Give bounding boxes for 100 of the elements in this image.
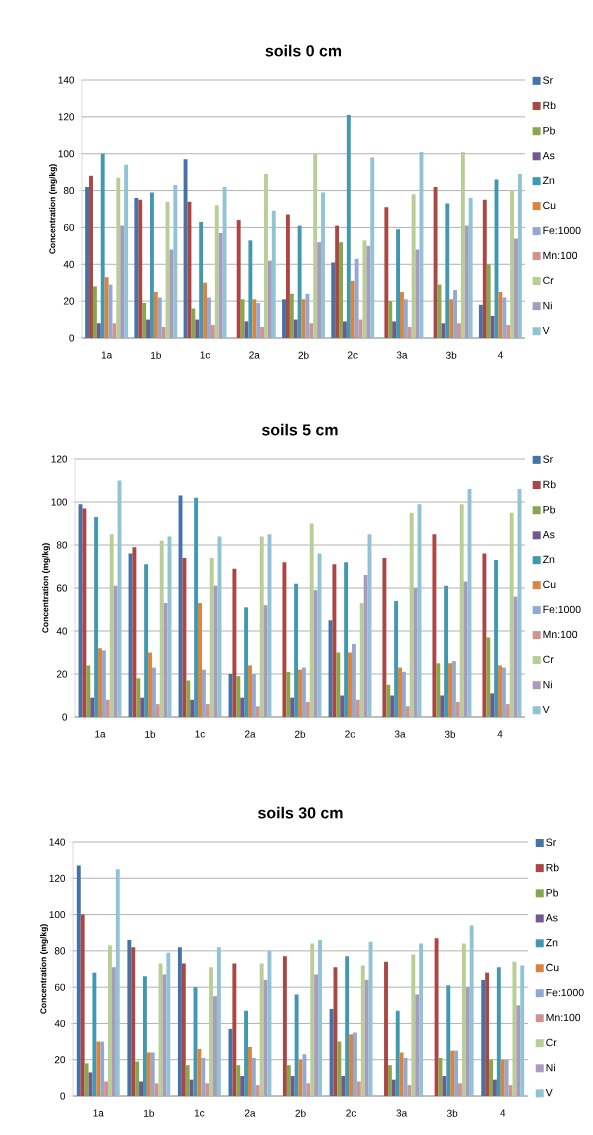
bar [394,600,399,718]
bar [101,650,106,718]
bar [317,242,322,338]
bar [400,291,404,338]
bar [248,1047,252,1097]
bar [409,512,414,718]
bar [309,523,314,718]
bar [201,669,206,718]
bar [100,153,105,338]
bar [464,225,469,338]
bar [209,967,214,1097]
bar [163,603,168,718]
x-tick-label: 1a [95,730,106,738]
bar [489,1059,493,1097]
legend-label: Pb [546,888,559,897]
bar [116,177,121,338]
bar [84,1063,89,1097]
bar [115,869,120,1097]
bar [395,1010,400,1097]
legend-label: Cu [543,201,556,210]
x-tick-label: 4 [497,730,503,738]
bar [244,1010,248,1097]
bar [411,194,416,338]
bar [444,585,449,718]
bar [500,1059,505,1097]
legend-label: V [542,326,550,335]
bar [271,210,276,338]
bar [387,1065,392,1097]
bar [337,1041,342,1097]
bar [259,536,264,718]
bar [111,967,116,1097]
bar [340,695,345,718]
bar [154,1083,159,1097]
bar [384,207,389,338]
bar [433,186,438,338]
bar [382,557,387,718]
legend-label: Sr [543,76,553,84]
bar [109,534,114,718]
bar [440,695,445,718]
x-tick-label: 3a [396,351,408,359]
bar [138,199,143,338]
bar [240,1076,245,1097]
bar [294,994,299,1097]
bar [148,652,152,718]
bar [453,290,458,338]
bar [140,697,145,718]
bar [290,1076,295,1097]
y-tick-label: 0 [69,334,75,342]
legend-label: V [545,1089,553,1097]
bar [86,665,91,718]
x-tick-label: 1c [194,1109,205,1117]
bar [441,323,446,338]
x-tick-label: 1a [101,351,113,359]
y-tick-label: 100 [49,911,66,919]
bar [468,197,473,338]
bar [132,547,137,718]
bar [108,945,112,1097]
bar [282,562,287,718]
bar [105,699,110,718]
x-tick-label: 2b [295,1109,306,1117]
bar [90,697,95,718]
bar [321,192,325,338]
bar [251,1057,256,1097]
bar [448,663,452,718]
y-tick-label: 120 [58,113,75,121]
bar [96,323,101,338]
bar [255,706,260,718]
bar [293,319,298,338]
bar [481,979,486,1097]
bar [496,967,501,1097]
bar [157,297,162,338]
bar [465,987,470,1097]
legend-label: V [542,705,550,714]
legend-label: Ni [543,680,552,689]
bar [498,665,502,718]
x-tick-label: 2c [346,1109,357,1117]
bar [301,667,306,718]
bar [124,164,129,338]
y-tick-label: 60 [54,983,66,991]
bar [149,192,154,338]
bar [353,1032,357,1097]
bar [150,1052,155,1097]
bar [411,954,416,1097]
bar [198,603,202,718]
bar [305,701,310,718]
bar [390,695,395,718]
bar [232,963,237,1097]
bar [434,938,439,1097]
legend-label: Mn:100 [546,1013,581,1022]
bar [482,553,487,718]
bar [463,581,468,718]
y-tick-label: 120 [49,874,66,882]
bar [313,590,318,718]
bar [267,260,272,338]
bar [485,972,490,1097]
bar [181,963,186,1097]
bar [505,704,510,718]
bar [403,299,408,338]
bar [82,508,87,718]
bar [236,676,241,718]
